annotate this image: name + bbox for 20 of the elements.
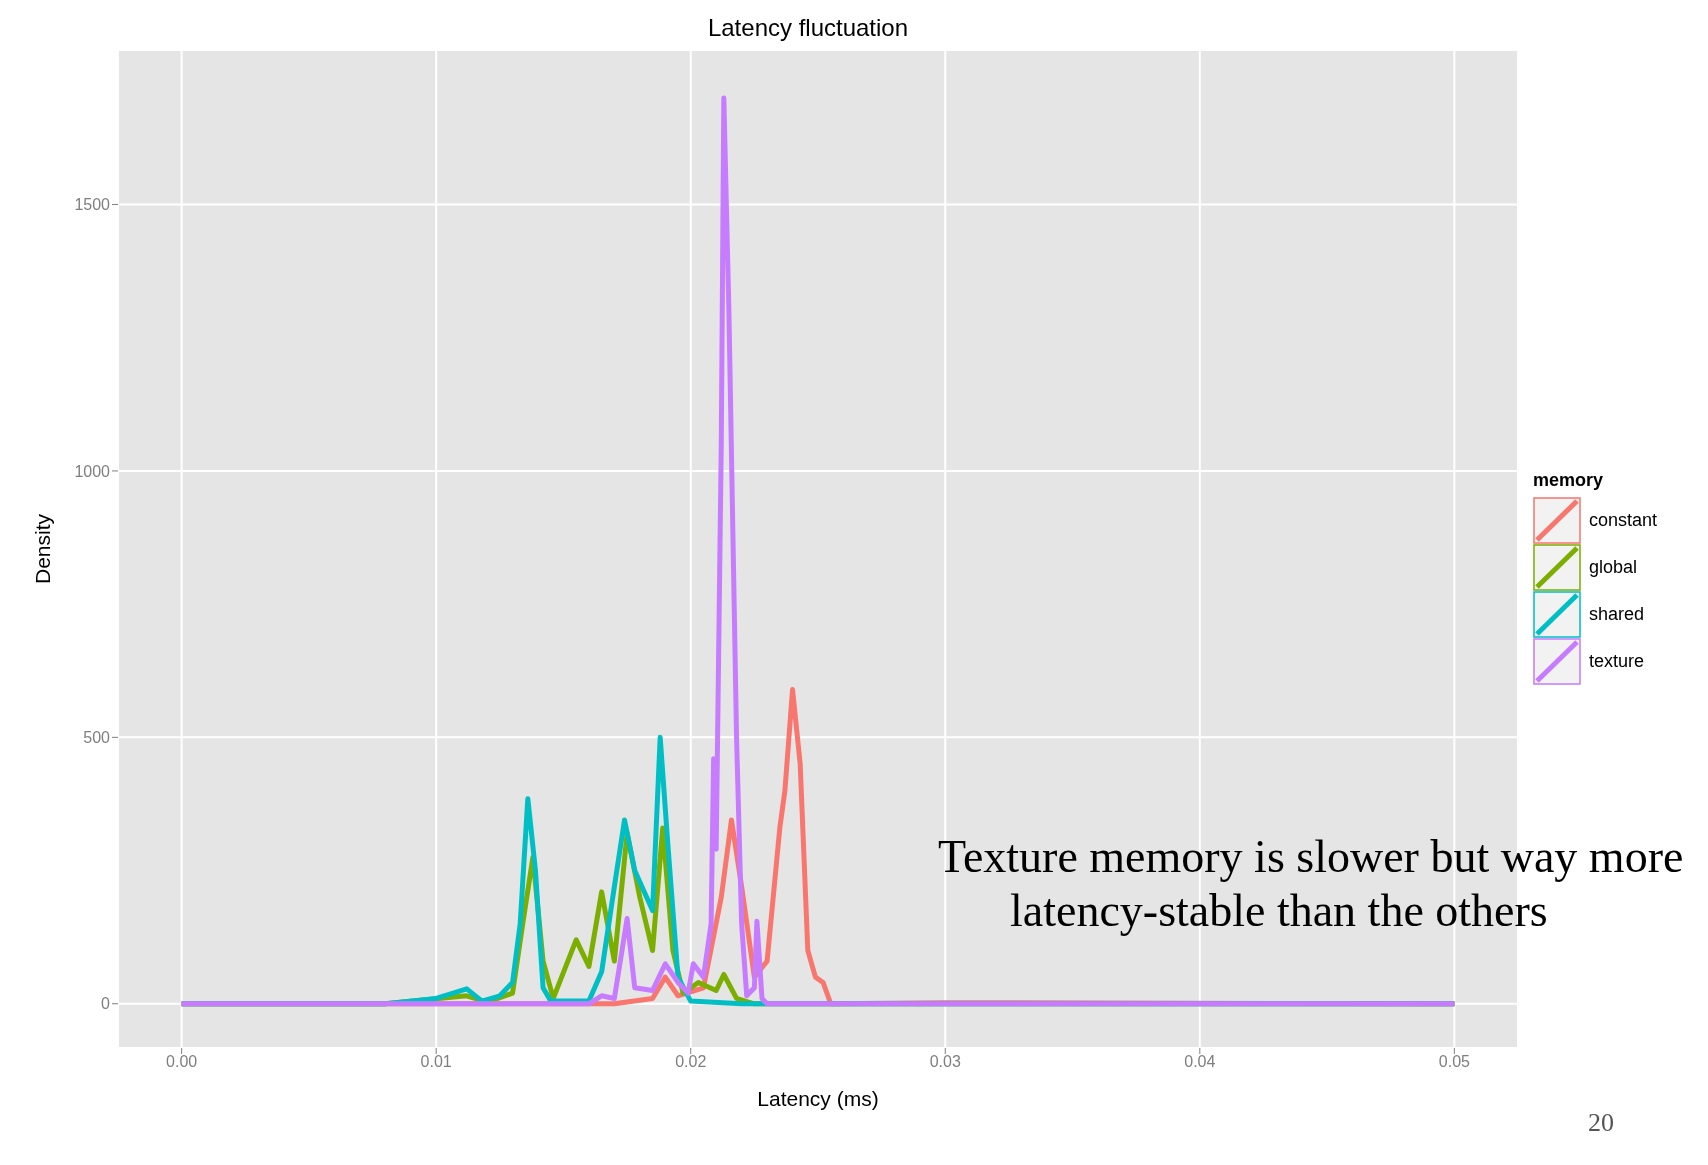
x-axis-title: Latency (ms) [757, 1087, 879, 1110]
legend-label: global [1589, 557, 1638, 578]
legend-label: texture [1589, 651, 1645, 672]
chart-title: Latency fluctuation [706, 14, 910, 42]
legend-label: shared [1589, 604, 1645, 625]
annotation: Texture memory is slower but way more latency-stable than the others [938, 831, 1684, 936]
x-tick-label: 0.05 [1438, 1053, 1471, 1071]
y-axis-title: Density [31, 513, 55, 585]
x-tick-label: 0.01 [420, 1053, 452, 1071]
legend-title: memory [1533, 470, 1605, 491]
text: 20 [1588, 1108, 1614, 1138]
legend-label: constant [1589, 510, 1658, 531]
y-tick-label: 500 [83, 729, 111, 747]
x-tick-label: 0.04 [1184, 1053, 1216, 1071]
x-tick-label: 0.02 [675, 1053, 707, 1071]
y-tick-label: 1000 [74, 462, 111, 480]
y-tick-label: 1500 [74, 196, 111, 214]
x-tick-label: 0.03 [929, 1053, 961, 1071]
x-tick-label: 0.00 [166, 1053, 198, 1071]
y-tick-label: 0 [101, 995, 111, 1013]
